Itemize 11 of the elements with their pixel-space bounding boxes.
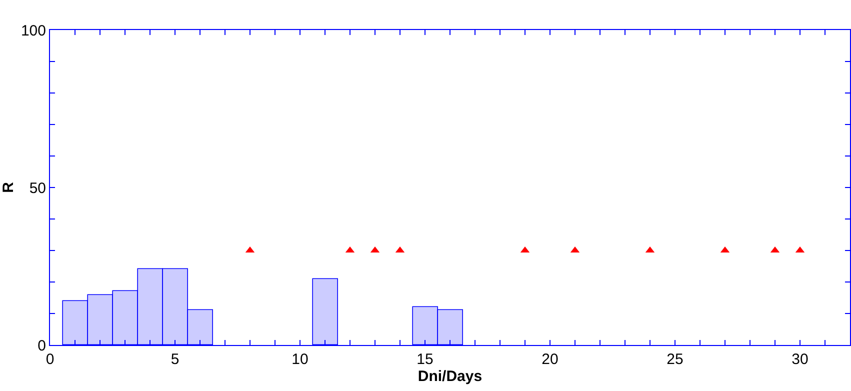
y-tick-label: 0 — [38, 337, 46, 354]
x-tick-label: 20 — [542, 351, 558, 368]
x-tick-label: 25 — [666, 351, 684, 368]
x-tick-label: 15 — [416, 351, 434, 368]
y-tick-label: 50 — [29, 180, 46, 197]
x-axis-title: Dni/Days — [418, 368, 482, 385]
x-tick-label: 30 — [792, 351, 808, 368]
y-axis-title: R — [0, 182, 17, 193]
x-tick-label: 10 — [292, 351, 308, 368]
x-tick-label: 5 — [170, 351, 180, 368]
y-tick-label: 100 — [20, 22, 46, 40]
